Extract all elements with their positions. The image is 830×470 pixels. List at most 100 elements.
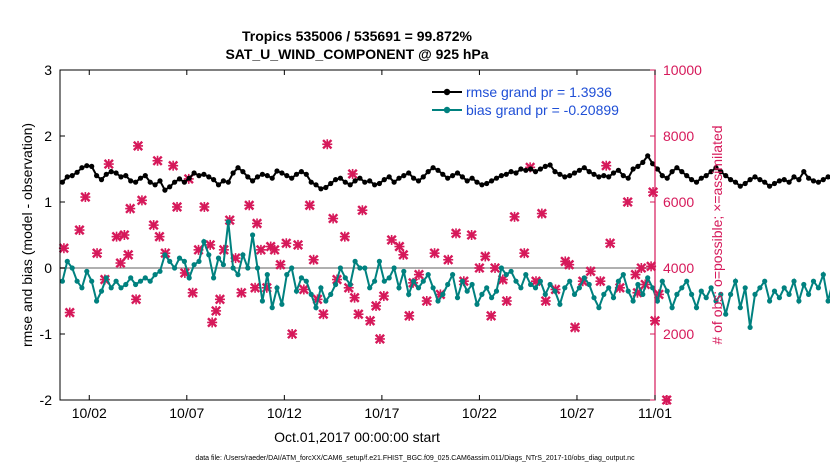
rmse-point [293, 171, 300, 177]
bias-point [752, 291, 758, 297]
rmse-point [289, 175, 295, 181]
obs-point [509, 211, 520, 222]
rmse-point [308, 179, 314, 185]
rmse-point [162, 187, 168, 193]
bias-point [528, 281, 534, 288]
rmse-point [176, 176, 183, 182]
rmse-point [328, 180, 334, 187]
bias-point [308, 291, 314, 297]
obs-point [287, 328, 298, 340]
rmse-point [367, 178, 373, 184]
bias-point [484, 285, 490, 291]
legend-rmse-marker [443, 88, 451, 96]
obs-point [429, 248, 440, 259]
obs-point [168, 160, 179, 171]
bias-point [269, 305, 275, 311]
rmse-point [240, 169, 246, 175]
obs-point [661, 394, 672, 406]
bias-point [542, 291, 548, 297]
obs-point [318, 309, 329, 320]
rmse-point [767, 183, 773, 189]
rmse-point [601, 173, 607, 179]
obs-point [349, 292, 360, 303]
rmse-point [567, 173, 573, 179]
x-axis: 10/02 10/07 10/12 10/17 10/22 10/27 11/01 [72, 70, 672, 421]
bias-point [186, 275, 192, 281]
bias-point [581, 275, 587, 281]
bias-point [259, 298, 265, 304]
bias-point [718, 291, 724, 297]
rmse-point [810, 178, 817, 184]
bias-point [376, 258, 382, 264]
obs-point [281, 238, 292, 249]
bias-point [196, 258, 202, 264]
rmse-point [689, 177, 695, 183]
obs-point [123, 249, 134, 260]
bias-point [664, 288, 670, 294]
rmse-point [118, 174, 124, 180]
bias-point [557, 301, 563, 307]
rmse-point [201, 171, 207, 177]
obs-point [214, 294, 226, 305]
bias-point [147, 278, 153, 284]
bias-point [771, 288, 778, 294]
rmse-point [206, 174, 212, 180]
rmse-point [732, 179, 739, 185]
rmse-point [128, 178, 134, 184]
rmse-point [781, 177, 787, 183]
bias-point [596, 305, 602, 311]
bias-point [610, 295, 617, 301]
rmse-point [411, 175, 417, 181]
bias-point [162, 252, 168, 258]
rmse-point [113, 170, 119, 176]
rmse-point [167, 184, 173, 190]
rmse-point [440, 171, 446, 177]
rmse-point [542, 163, 548, 169]
obs-point [119, 229, 130, 241]
rmse-point [254, 174, 261, 180]
bias-point [635, 281, 641, 288]
bias-point [801, 281, 807, 288]
bias-point [459, 278, 465, 284]
obs-point [328, 213, 339, 224]
rmse-point [225, 179, 231, 185]
bias-point [659, 278, 665, 284]
rmse-point [679, 169, 685, 175]
y-right-tick-label: 10000 [663, 62, 702, 78]
rmse-point [69, 173, 75, 179]
obs-point [585, 266, 596, 277]
rmse-point [523, 167, 529, 173]
rmse-point [489, 178, 495, 184]
rmse-point [537, 166, 544, 172]
obs-point [292, 239, 304, 250]
rmse-point [376, 180, 382, 187]
bias-point [742, 285, 748, 291]
rmse-point [552, 169, 558, 175]
bias-point [591, 295, 597, 301]
obs-point [255, 244, 266, 255]
bias-point [108, 285, 114, 291]
rmse-point [596, 174, 602, 180]
legend: rmse grand pr = 1.3936 bias grand pr = -… [425, 77, 649, 123]
bias-point [625, 288, 631, 294]
bias-point [586, 281, 592, 288]
obs-point [339, 231, 350, 242]
x-tick-label: 10/12 [267, 405, 302, 421]
y-axis-label: rmse and bias (model - observation) [19, 123, 35, 347]
bias-point [532, 285, 539, 291]
bias-point [689, 291, 695, 297]
bias-point [337, 265, 343, 271]
rmse-point [630, 166, 636, 172]
bias-point [362, 265, 368, 271]
bias-point [157, 268, 163, 274]
bias-point [493, 288, 500, 294]
bias-point [703, 295, 709, 301]
obs-point [466, 229, 477, 241]
bias-point [215, 255, 222, 261]
bias-point [391, 265, 397, 271]
rmse-point [435, 167, 441, 173]
obs-point [207, 317, 218, 328]
rmse-point [274, 168, 280, 174]
obs-point [244, 200, 255, 211]
bias-point [489, 295, 495, 301]
